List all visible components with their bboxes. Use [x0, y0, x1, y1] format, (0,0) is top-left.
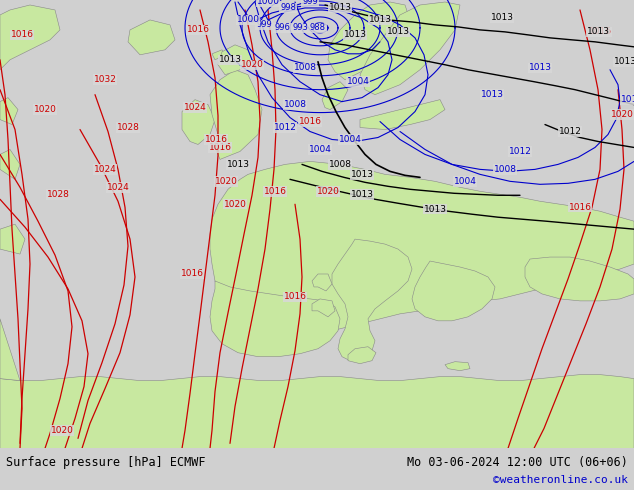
Text: 1016: 1016 — [205, 135, 228, 144]
Polygon shape — [412, 261, 495, 321]
Polygon shape — [210, 281, 340, 357]
Polygon shape — [0, 224, 25, 254]
Text: 1000: 1000 — [257, 0, 280, 6]
Text: 1013: 1013 — [387, 27, 410, 36]
Text: 1020: 1020 — [34, 105, 56, 114]
Text: 1016: 1016 — [181, 270, 204, 278]
Polygon shape — [0, 319, 20, 381]
Polygon shape — [312, 299, 335, 317]
Text: 1020: 1020 — [51, 426, 74, 435]
Text: 1020: 1020 — [224, 200, 247, 209]
Polygon shape — [218, 45, 252, 75]
Text: 1016: 1016 — [209, 143, 231, 152]
Text: 1013: 1013 — [586, 27, 609, 36]
Text: 1013: 1013 — [344, 30, 366, 39]
Text: 1008: 1008 — [493, 165, 517, 174]
Text: 1020: 1020 — [611, 110, 633, 119]
Polygon shape — [328, 2, 410, 80]
Polygon shape — [128, 20, 175, 55]
Text: Surface pressure [hPa] ECMWF: Surface pressure [hPa] ECMWF — [6, 456, 205, 469]
Text: 1024: 1024 — [107, 183, 129, 192]
Polygon shape — [348, 347, 376, 364]
Polygon shape — [210, 70, 262, 159]
Polygon shape — [182, 99, 215, 145]
Text: 1020: 1020 — [214, 177, 238, 186]
Polygon shape — [360, 2, 460, 95]
Text: 1020: 1020 — [240, 60, 264, 69]
Polygon shape — [312, 274, 332, 291]
Text: 1013: 1013 — [491, 13, 514, 23]
Text: 1016: 1016 — [569, 203, 592, 212]
Text: 1004: 1004 — [309, 145, 332, 154]
Text: 1013: 1013 — [481, 90, 503, 99]
Polygon shape — [0, 5, 60, 70]
Text: 1013: 1013 — [226, 160, 250, 169]
Polygon shape — [332, 239, 412, 361]
Text: 1020: 1020 — [316, 187, 339, 196]
Text: ©weatheronline.co.uk: ©weatheronline.co.uk — [493, 475, 628, 485]
Text: 1013: 1013 — [368, 15, 392, 24]
Text: 1008: 1008 — [328, 160, 351, 169]
Text: 1032: 1032 — [94, 75, 117, 84]
Text: 1016: 1016 — [299, 117, 321, 126]
Polygon shape — [525, 257, 634, 301]
Polygon shape — [210, 161, 634, 339]
Polygon shape — [322, 82, 348, 110]
Text: 999: 999 — [302, 0, 318, 6]
Polygon shape — [445, 362, 470, 370]
Text: 1016: 1016 — [186, 25, 209, 34]
Text: 993: 993 — [292, 24, 308, 32]
Text: 1012: 1012 — [273, 123, 297, 132]
Text: 999: 999 — [256, 21, 272, 29]
Polygon shape — [360, 99, 445, 129]
Text: 1004: 1004 — [339, 135, 361, 144]
Text: 1013: 1013 — [529, 63, 552, 72]
Polygon shape — [0, 149, 20, 179]
Text: 1000: 1000 — [236, 15, 259, 24]
Text: 1024: 1024 — [184, 103, 207, 112]
Text: 1012: 1012 — [508, 147, 531, 156]
Text: 1008: 1008 — [283, 100, 306, 109]
Text: 1028: 1028 — [117, 123, 139, 132]
Text: 1013: 1013 — [219, 55, 242, 64]
Text: 1013: 1013 — [351, 190, 373, 199]
Text: 1004: 1004 — [453, 177, 476, 186]
Text: 1016: 1016 — [283, 293, 306, 301]
Polygon shape — [212, 50, 225, 60]
Text: 1004: 1004 — [347, 77, 370, 86]
Text: 988: 988 — [310, 24, 326, 32]
Text: 1013: 1013 — [351, 170, 373, 179]
Text: 998: 998 — [280, 3, 296, 12]
Text: 1016: 1016 — [588, 27, 612, 36]
Text: 1016: 1016 — [11, 30, 34, 39]
Text: 1016: 1016 — [621, 95, 634, 104]
Text: 1024: 1024 — [94, 165, 117, 174]
Text: 1013: 1013 — [614, 57, 634, 66]
Text: 1013: 1013 — [328, 3, 351, 12]
Text: 1028: 1028 — [46, 190, 70, 199]
Polygon shape — [0, 375, 634, 448]
Text: 1013: 1013 — [424, 205, 446, 214]
Text: 1008: 1008 — [294, 63, 316, 72]
Text: 1012: 1012 — [559, 127, 581, 136]
Polygon shape — [0, 98, 18, 124]
Text: Mo 03-06-2024 12:00 UTC (06+06): Mo 03-06-2024 12:00 UTC (06+06) — [407, 456, 628, 469]
Text: 1016: 1016 — [264, 187, 287, 196]
Text: 996: 996 — [274, 24, 290, 32]
